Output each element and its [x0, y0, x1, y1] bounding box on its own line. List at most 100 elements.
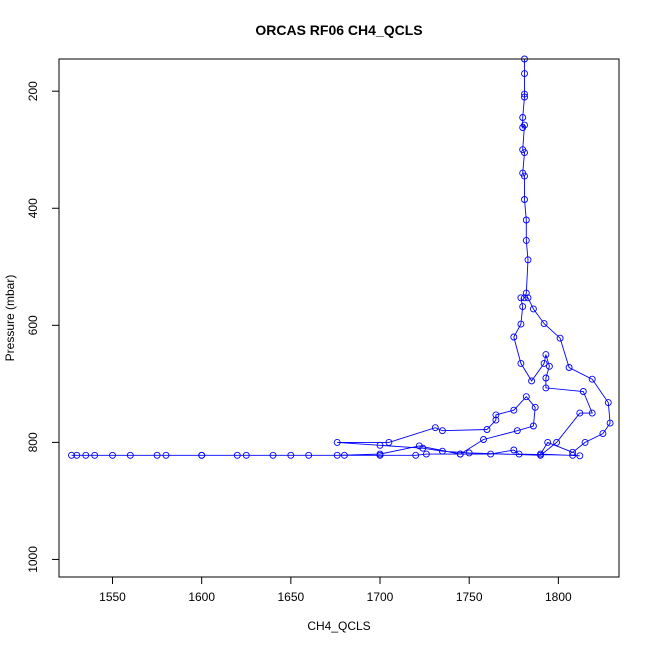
data-point	[456, 450, 464, 458]
data-point	[438, 447, 446, 455]
x-tick-label: 1650	[277, 590, 304, 604]
data-point	[522, 216, 530, 224]
data-point	[68, 451, 75, 459]
data-point	[556, 334, 564, 342]
data-point	[519, 303, 527, 311]
data-point	[242, 451, 250, 459]
data-point	[531, 403, 539, 411]
data-point	[522, 236, 530, 244]
data-point	[412, 451, 420, 459]
series-layer	[68, 55, 614, 460]
data-point	[91, 451, 99, 459]
data-point	[604, 399, 612, 407]
series-line	[71, 59, 611, 457]
y-tick-label: 1000	[26, 546, 40, 573]
data-point	[579, 388, 587, 395]
data-point	[415, 442, 423, 450]
data-point	[521, 93, 528, 101]
data-point	[515, 450, 523, 458]
data-point	[521, 90, 528, 98]
data-point	[576, 409, 584, 417]
y-tick-label: 800	[26, 432, 40, 452]
data-point	[376, 441, 384, 449]
data-point	[544, 438, 552, 446]
data-point	[385, 438, 393, 446]
data-point	[521, 294, 528, 302]
x-tick-label: 1700	[367, 590, 394, 604]
data-point	[517, 359, 525, 367]
data-point	[340, 451, 348, 459]
x-axis: 1550 1600 1650 1700 1750 1800	[99, 576, 572, 604]
data-point	[524, 294, 532, 302]
data-point	[333, 451, 341, 459]
x-tick-label: 1600	[188, 590, 215, 604]
x-axis-label: CH4_QCLS	[307, 619, 370, 633]
data-point	[588, 375, 596, 383]
x-tick-label: 1750	[456, 590, 483, 604]
data-point	[553, 438, 561, 446]
data-point	[524, 256, 532, 264]
data-point	[510, 333, 518, 341]
data-point	[599, 430, 607, 438]
data-point	[162, 451, 170, 459]
data-point	[522, 289, 530, 297]
x-tick-label: 1550	[99, 590, 126, 604]
data-point	[287, 451, 295, 459]
data-point	[537, 451, 544, 459]
data-point	[487, 450, 495, 458]
data-point	[510, 406, 518, 414]
data-point	[419, 444, 427, 452]
data-point	[540, 320, 548, 328]
data-point	[513, 427, 521, 435]
data-point	[569, 451, 577, 459]
data-point	[517, 294, 525, 302]
data-point	[521, 70, 528, 78]
data-point	[522, 393, 530, 401]
data-point	[576, 452, 584, 460]
data-point	[198, 451, 206, 459]
plot-frame	[58, 58, 620, 578]
chart-title: ORCAS RF06 CH4_QCLS	[255, 22, 422, 38]
data-point	[305, 451, 313, 459]
data-point	[521, 121, 528, 129]
y-tick-label: 200	[26, 81, 40, 101]
data-point	[465, 449, 473, 457]
data-point	[517, 320, 525, 328]
data-point	[588, 409, 596, 417]
x-tick-label: 1800	[545, 590, 572, 604]
data-point	[126, 451, 134, 459]
data-point	[521, 196, 528, 203]
data-point	[109, 451, 116, 459]
data-point	[483, 426, 491, 433]
data-point	[82, 451, 90, 459]
data-point	[519, 114, 527, 121]
data-point	[438, 427, 446, 435]
data-point	[431, 424, 439, 432]
data-point	[73, 451, 81, 459]
y-tick-label: 400	[26, 198, 40, 218]
data-point	[540, 359, 548, 367]
data-point	[521, 149, 528, 157]
data-point	[333, 438, 341, 446]
data-point	[606, 419, 614, 427]
data-point	[376, 450, 384, 458]
y-tick-label: 600	[26, 315, 40, 335]
data-point	[510, 446, 518, 454]
data-point	[492, 411, 500, 419]
data-point	[492, 416, 500, 424]
data-point	[545, 362, 553, 370]
data-point	[480, 436, 487, 443]
data-point	[565, 364, 573, 371]
data-point	[542, 384, 550, 392]
data-point	[542, 351, 550, 359]
data-point	[569, 448, 577, 456]
data-point	[269, 451, 277, 459]
data-point	[233, 451, 241, 459]
data-point	[529, 305, 537, 313]
data-point	[581, 438, 589, 446]
y-axis-label: Pressure (mbar)	[3, 275, 17, 362]
data-point	[422, 450, 430, 458]
data-point	[521, 172, 528, 180]
